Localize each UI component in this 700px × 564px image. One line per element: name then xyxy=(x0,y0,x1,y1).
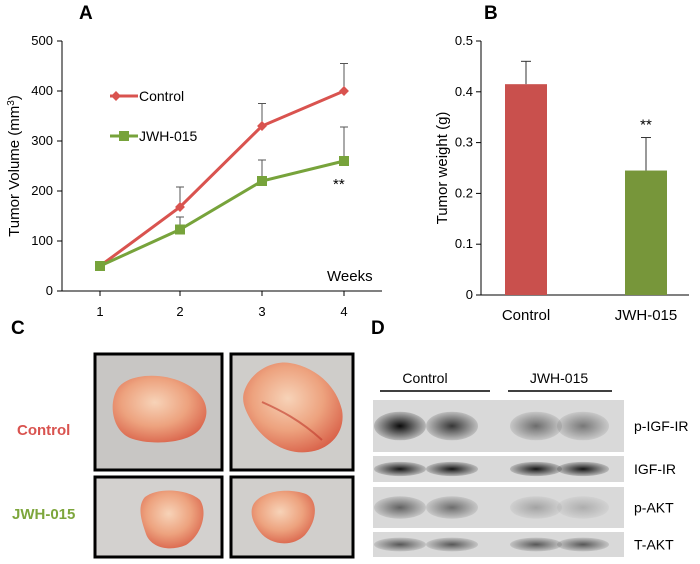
line-chart-tumor-volume: 0 100 200 300 400 500 1 2 3 4 Tumor Volume (mm3)… xyxy=(6,33,382,319)
group-label-control: Control xyxy=(402,370,447,386)
blot-row-label: p-AKT xyxy=(634,500,674,516)
y-axis-title: Tumor Volume (mm3) xyxy=(6,95,24,237)
blot-band xyxy=(557,411,609,441)
x-tick-label: 2 xyxy=(176,304,183,319)
row-label-control: Control xyxy=(17,422,70,439)
tumor-image xyxy=(251,490,315,544)
data-point xyxy=(339,86,349,96)
series-line xyxy=(99,89,345,268)
tumor-image xyxy=(140,490,204,549)
blot-row-igf-ir: IGF-IR xyxy=(373,456,676,482)
significance-marker: ** xyxy=(640,117,652,134)
photo-jwh-2 xyxy=(229,475,355,559)
x-axis-title: Weeks xyxy=(327,268,373,285)
data-point xyxy=(95,261,105,271)
blot-band xyxy=(374,411,426,441)
tumor-image xyxy=(112,375,207,443)
y-tick-label: 100 xyxy=(31,233,53,248)
bar-control: Control xyxy=(502,60,550,324)
photo-control-1 xyxy=(93,352,224,472)
blot-band xyxy=(557,461,609,477)
category-label: Control xyxy=(502,307,550,324)
blot-band xyxy=(510,496,562,519)
row-label-jwh: JWH-015 xyxy=(12,506,75,523)
y-tick-label: 0.2 xyxy=(455,185,473,200)
blot-band xyxy=(426,537,478,552)
blot-band xyxy=(374,496,426,519)
blot-row-p-akt: p-AKT xyxy=(373,487,674,528)
y-tick-label: 200 xyxy=(31,183,53,198)
photo-control-2 xyxy=(229,352,355,472)
blot-band xyxy=(374,461,426,477)
y-axis-title: Tumor weight (g) xyxy=(434,112,451,225)
y-tick-label: 0.4 xyxy=(455,84,473,99)
panel-label-b: B xyxy=(484,3,498,24)
blot-band xyxy=(557,496,609,519)
x-tick-label: 4 xyxy=(340,304,347,319)
data-point xyxy=(339,156,349,166)
bar-chart-tumor-weight: 0 0.1 0.2 0.3 0.4 0.5 Control JWH-015 Tumor we… xyxy=(434,33,689,324)
blot-band xyxy=(510,411,562,441)
blot-band xyxy=(557,537,609,552)
blot-band xyxy=(426,461,478,477)
series-line xyxy=(99,159,345,268)
y-tick-label: 0 xyxy=(466,287,473,302)
blot-row-label: IGF-IR xyxy=(634,461,676,477)
category-label: JWH-015 xyxy=(615,307,678,324)
blot-band xyxy=(426,496,478,519)
bar-jwh-015: JWH-015 xyxy=(615,137,678,324)
bar xyxy=(625,170,667,295)
legend-marker-control xyxy=(111,91,121,101)
x-tick-label: 3 xyxy=(258,304,265,319)
data-point xyxy=(175,202,185,212)
panel-label-d: D xyxy=(371,318,385,339)
blot-row-t-akt: T-AKT xyxy=(373,532,674,557)
photo-jwh-1 xyxy=(93,475,224,559)
group-label-jwh: JWH-015 xyxy=(530,370,589,386)
y-tick-label: 500 xyxy=(31,33,53,48)
blot-row-label: p-IGF-IR xyxy=(634,418,688,434)
blot-band xyxy=(374,537,426,552)
data-point xyxy=(257,176,267,186)
tumor-photos: Control JWH-015 xyxy=(12,352,355,559)
blot-band xyxy=(510,461,562,477)
legend: Control JWH-015 xyxy=(110,88,198,144)
blot-row-label: T-AKT xyxy=(634,537,674,553)
panel-label-c: C xyxy=(11,318,25,339)
y-tick-label: 0 xyxy=(46,283,53,298)
x-tick-label: 1 xyxy=(96,304,103,319)
y-tick-label: 0.3 xyxy=(455,135,473,150)
blot-row-p-igf-ir: p-IGF-IR xyxy=(373,400,688,452)
data-point xyxy=(175,224,185,235)
y-tick-label: 400 xyxy=(31,83,53,98)
blot-band xyxy=(510,537,562,552)
legend-label-control: Control xyxy=(139,88,184,104)
legend-marker-jwh xyxy=(119,131,129,141)
y-tick-label: 0.1 xyxy=(455,236,473,251)
bar xyxy=(505,84,547,296)
y-tick-label: 300 xyxy=(31,133,53,148)
series-jwh-015 xyxy=(95,126,349,271)
western-blot: Control JWH-015 p-IGF-IR IGF-IR p-AKT T-AKT xyxy=(373,370,688,557)
legend-label-jwh: JWH-015 xyxy=(139,128,198,144)
y-tick-label: 0.5 xyxy=(455,33,473,48)
significance-marker: ** xyxy=(333,176,345,193)
tumor-image xyxy=(243,362,343,453)
panel-label-a: A xyxy=(79,3,93,24)
blot-band xyxy=(426,411,478,441)
